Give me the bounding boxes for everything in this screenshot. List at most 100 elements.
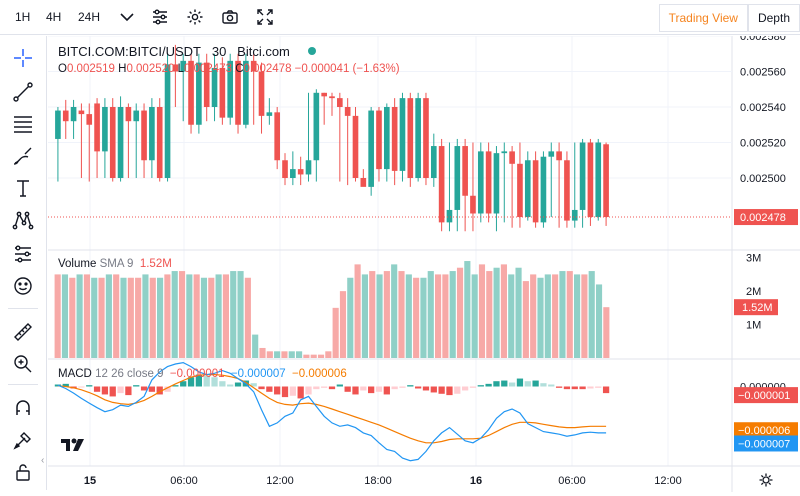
candle-body (376, 110, 382, 170)
macd-histogram-bar (109, 386, 116, 397)
macd-histogram-bar (477, 385, 484, 387)
fib-lines-icon[interactable] (11, 112, 35, 136)
candle-body (454, 146, 461, 210)
macd-line-tag (734, 435, 798, 452)
macd-histogram-bar (313, 386, 320, 390)
tradingview-logo[interactable] (60, 436, 86, 454)
settings-icon[interactable] (186, 8, 204, 26)
text-icon[interactable] (11, 176, 35, 200)
tab-trading-view[interactable]: Trading View (658, 4, 748, 32)
unlock-icon[interactable] (11, 460, 35, 484)
timeframe-4h[interactable]: 4H (46, 10, 62, 24)
macd-histogram-bar (391, 386, 398, 390)
macd-histogram-bar (219, 381, 226, 387)
macd-histogram-bar (195, 374, 203, 387)
macd-histogram-bar (78, 386, 85, 388)
volume-bar (413, 277, 420, 358)
lock-drawings-icon[interactable] (11, 428, 35, 452)
chart-canvas[interactable]: 0.002580 0.002560 0.002540 0.002520 0.002500… (48, 36, 800, 492)
volume-bar (244, 277, 251, 358)
volume-value: 1.52M (139, 258, 172, 270)
volume-bar (91, 277, 98, 358)
price-tick-label: 0.002520 (740, 138, 786, 150)
candle-body (462, 146, 468, 196)
ohlc-legend: O0.002519 H0.002520 L0.002473 C0.002478 … (58, 63, 400, 75)
tab-depth[interactable]: Depth (747, 4, 800, 32)
candle-body (188, 60, 194, 125)
volume-bar (369, 271, 376, 358)
candle-body (156, 107, 163, 178)
macd-histogram-bar (250, 383, 257, 387)
candle-body (102, 107, 108, 152)
volume-bar (178, 271, 186, 358)
crosshair-icon[interactable] (11, 46, 35, 70)
candle-body (360, 178, 367, 187)
candle-body (532, 160, 539, 223)
zoom-in-icon[interactable] (11, 352, 35, 376)
magnet-icon[interactable] (11, 396, 35, 420)
brush-icon[interactable] (11, 144, 35, 168)
candle-body (94, 103, 100, 152)
candle-body (203, 62, 210, 107)
candle-body (235, 60, 241, 125)
pattern-icon[interactable] (11, 208, 35, 232)
candle-body (571, 209, 578, 221)
volume-bar (581, 274, 588, 358)
candle-body (70, 107, 77, 122)
volume-bar (200, 277, 208, 358)
volume-bar (215, 274, 222, 358)
volume-bar (83, 274, 90, 358)
candle-body (172, 64, 179, 72)
timeframe-24h[interactable]: 24H (78, 10, 101, 24)
toolbar-separator (8, 384, 38, 385)
trend-line-icon[interactable] (11, 80, 35, 104)
macd-signal-tag-label: −0.000006 (738, 425, 790, 437)
fullscreen-icon[interactable] (256, 8, 274, 26)
candle-body (477, 151, 484, 214)
price-tick-label: 0.002560 (740, 67, 786, 79)
candle-body (290, 169, 296, 178)
candle-body (321, 92, 327, 97)
candle-body (485, 151, 492, 214)
volume-bar (559, 271, 566, 358)
candle-body (313, 92, 320, 161)
candle-body (430, 146, 437, 178)
candle-body (55, 110, 61, 139)
emoji-icon[interactable] (11, 274, 35, 298)
volume-tick-label: 2M (746, 286, 761, 298)
camera-icon[interactable] (221, 8, 239, 26)
candle-body (109, 107, 116, 178)
indicators-icon[interactable] (151, 8, 169, 26)
candle-body (548, 151, 555, 157)
macd-histogram-bar (563, 386, 571, 390)
volume-legend: Volume SMA 9 1.52M (58, 258, 172, 270)
macd-histogram-bar (211, 377, 218, 387)
macd-signal-value: −0.000006 (292, 368, 347, 380)
forecast-icon[interactable] (11, 242, 35, 266)
candle-body (415, 98, 421, 178)
symbol-legend: BITCI.COM:BITCI/USDT 30 Bitci.com (58, 44, 316, 59)
volume-bar (603, 307, 610, 358)
chart-area[interactable]: 0.002580 0.002560 0.002540 0.002520 0.002500… (48, 36, 800, 492)
macd-histogram-bar (156, 386, 163, 395)
volume-bar (61, 274, 69, 358)
top-toolbar: 1H 4H 24H Trading View Depth (0, 0, 800, 35)
macd-params: 12 26 close 9 (95, 368, 164, 380)
volume-bar (259, 347, 266, 358)
candle-body (579, 142, 586, 210)
macd-histogram-bar (595, 386, 602, 388)
macd-histogram-bar (352, 386, 359, 395)
chevron-down-icon[interactable] (118, 8, 136, 26)
exchange-name: Bitci.com (237, 44, 290, 59)
high-value: 0.002520 (126, 63, 175, 75)
candle-body (556, 151, 562, 161)
candle-body (344, 107, 351, 116)
last-price-tag (734, 209, 798, 226)
collapse-toolbar-icon[interactable]: ‹ (41, 455, 45, 466)
volume-bar (230, 271, 237, 358)
macd-line-tag-label: −0.000007 (738, 438, 790, 450)
timeframe-1h[interactable]: 1H (15, 10, 31, 24)
chart-settings-icon[interactable] (759, 473, 773, 487)
ruler-icon[interactable] (11, 320, 35, 344)
